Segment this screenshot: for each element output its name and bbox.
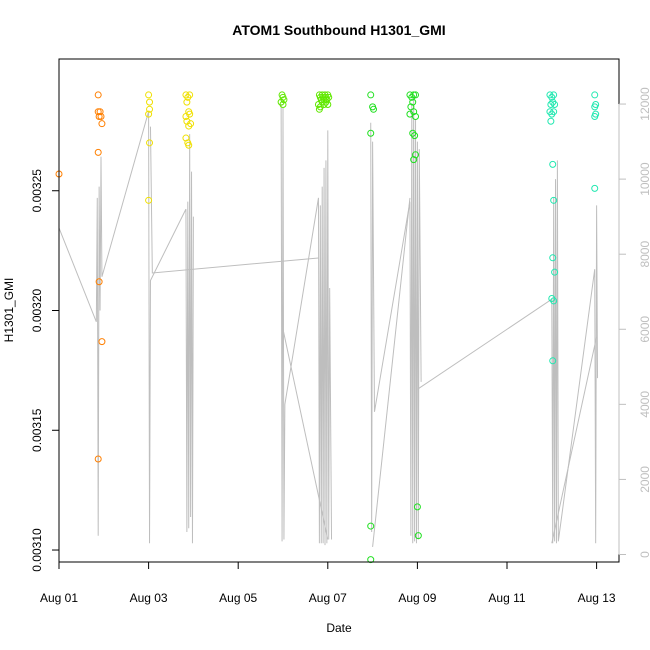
right-y-tick-label: 4000 <box>638 391 650 418</box>
right-y-tick-label: 2000 <box>638 466 650 493</box>
data-point <box>412 91 420 99</box>
data-point <box>185 141 193 149</box>
right-y-tick-label: 6000 <box>638 316 650 343</box>
altitude-line-1 <box>58 111 194 544</box>
data-point <box>94 91 102 99</box>
data-point <box>591 184 599 192</box>
data-point <box>549 357 557 365</box>
data-point <box>98 338 106 346</box>
data-point <box>412 112 420 120</box>
x-tick-label: Aug 01 <box>40 591 78 605</box>
data-point <box>186 110 194 118</box>
data-point <box>591 103 599 111</box>
right-y-tick-label: 12000 <box>638 87 650 121</box>
data-point <box>547 117 555 125</box>
y-tick-label: 0.00310 <box>30 528 44 572</box>
data-point <box>183 98 191 106</box>
right-y-tick-label: 10000 <box>638 162 650 196</box>
data-point <box>146 105 154 113</box>
data-point <box>146 98 154 106</box>
data-point <box>406 110 414 118</box>
data-point <box>187 120 195 128</box>
data-point <box>591 91 599 99</box>
data-point <box>414 532 422 540</box>
data-point <box>551 268 559 276</box>
data-point <box>409 129 417 137</box>
altitude-line-5 <box>370 96 422 544</box>
altitude-line-7 <box>417 160 599 544</box>
altitude-line-4 <box>282 329 329 540</box>
data-point <box>145 110 153 118</box>
data-point <box>183 117 191 125</box>
data-point <box>410 91 418 99</box>
data-point <box>410 156 418 164</box>
data-point <box>146 139 154 147</box>
x-tick-label: Aug 07 <box>309 591 347 605</box>
data-point <box>279 101 287 109</box>
data-point <box>551 101 559 109</box>
x-tick-label: Aug 03 <box>130 591 168 605</box>
data-point <box>409 98 417 106</box>
right-y-axis: 0 2000 4000 6000 8000 10000 12000 <box>618 87 650 558</box>
data-point <box>410 108 418 116</box>
data-point <box>145 91 153 99</box>
data-point <box>367 556 375 564</box>
data-point <box>367 91 375 99</box>
x-axis-label: Date <box>326 621 352 635</box>
data-point <box>182 112 190 120</box>
right-y-tick-label: 0 <box>638 551 650 558</box>
data-point <box>367 522 375 530</box>
chart-title: ATOM1 Southbound H1301_GMI <box>232 22 445 38</box>
data-point <box>549 254 557 262</box>
data-point <box>315 105 323 113</box>
right-y-tick-label: 8000 <box>638 241 650 268</box>
data-point <box>367 129 375 137</box>
altitude-line-2 <box>149 126 319 274</box>
x-tick-label: Aug 11 <box>488 591 525 605</box>
data-point <box>96 108 104 116</box>
data-point <box>182 134 190 142</box>
data-point <box>98 120 106 128</box>
data-point <box>550 108 558 116</box>
data-point <box>97 112 105 120</box>
data-point <box>186 91 194 99</box>
data-point <box>549 160 557 168</box>
x-tick-label: Aug 13 <box>578 591 616 605</box>
data-point <box>145 196 153 204</box>
x-tick-label: Aug 05 <box>219 591 257 605</box>
x-axis: Aug 01 Aug 03 Aug 05 Aug 07 Aug 09 Aug 11 Aug … <box>40 561 616 605</box>
altitude-lines-layer <box>58 96 599 548</box>
data-point <box>413 503 421 511</box>
data-point <box>324 101 332 109</box>
data-point <box>95 112 103 120</box>
y-tick-label: 0.00315 <box>30 408 44 452</box>
data-point <box>94 455 102 463</box>
data-point <box>95 278 103 286</box>
data-point <box>591 112 599 120</box>
altitude-line-3 <box>280 104 333 546</box>
data-point <box>550 297 558 305</box>
y-tick-label: 0.00325 <box>30 169 44 213</box>
x-tick-label: Aug 09 <box>398 591 436 605</box>
data-point <box>412 151 420 159</box>
y-axis-label: H1301_GMI <box>2 278 16 343</box>
data-point <box>550 196 558 204</box>
y-axis: 0.00310 0.00315 0.00320 0.00325 <box>30 169 60 572</box>
data-point <box>94 148 102 156</box>
data-point <box>370 105 378 113</box>
points-layer <box>55 91 600 564</box>
y-tick-label: 0.00320 <box>30 288 44 332</box>
data-point <box>550 91 558 99</box>
altitude-line-6 <box>372 197 411 548</box>
altitude-line-8 <box>551 336 598 544</box>
